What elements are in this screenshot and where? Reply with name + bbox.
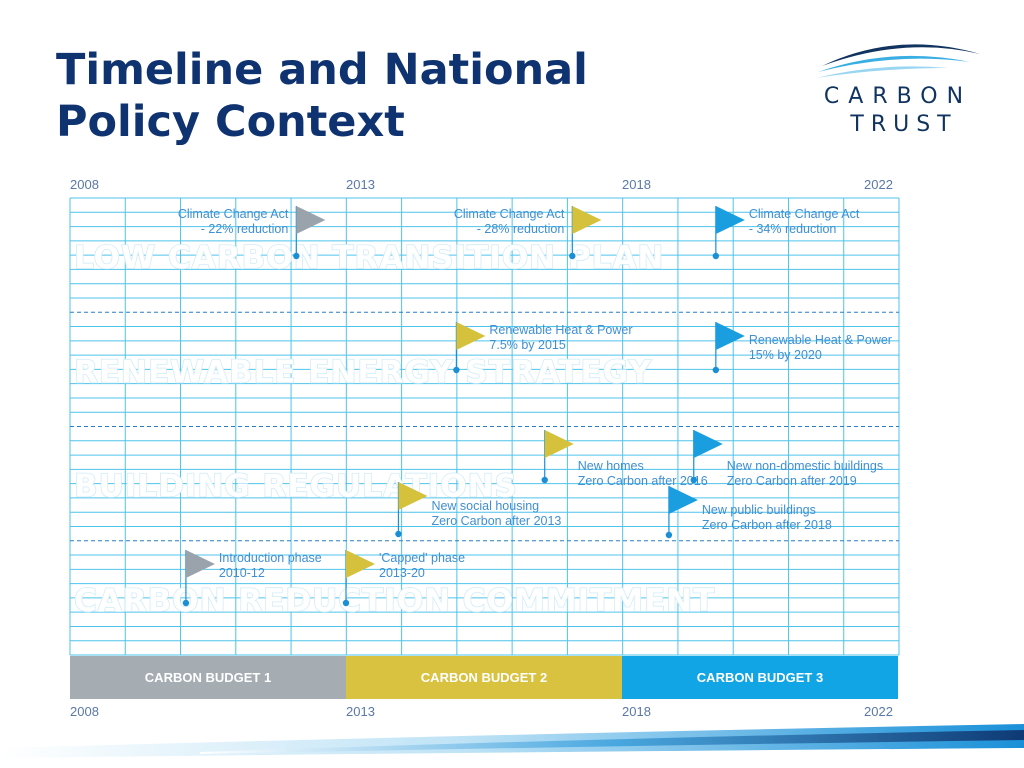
milestone-flag-icon	[456, 322, 486, 350]
milestone-label: Zero Carbon after 2019	[727, 474, 857, 488]
carbon-budget-label: CARBON BUDGET 1	[145, 670, 271, 685]
carbon-trust-logo: CARBON TRUST	[812, 32, 984, 142]
logo-arc-icon	[816, 44, 980, 78]
milestone-flag-icon	[668, 486, 698, 514]
milestone-pin	[395, 530, 402, 538]
carbon-budget-label: CARBON BUDGET 3	[697, 670, 823, 685]
milestone-label: Zero Carbon after 2016	[578, 474, 708, 488]
milestone-label: Climate Change Act	[454, 207, 565, 221]
milestone-flag-icon	[398, 482, 428, 510]
milestone-label: Renewable Heat & Power	[749, 333, 892, 347]
bottom-year-label: 2022	[864, 704, 893, 719]
milestone-label: 7.5% by 2015	[489, 338, 565, 352]
milestone-flag-icon	[693, 430, 723, 458]
top-year-label: 2013	[346, 177, 375, 192]
milestone-label: Zero Carbon after 2018	[702, 518, 832, 532]
slide-title-line1: Timeline and National	[56, 45, 588, 95]
milestone-label: Renewable Heat & Power	[489, 323, 632, 337]
milestone-label: - 22% reduction	[201, 222, 289, 236]
bottom-year-label: 2008	[70, 704, 99, 719]
slide-title: Timeline and National Policy Context	[56, 44, 656, 148]
milestone-pin	[342, 599, 350, 607]
row-label: RENEWABLE ENERGY STRATEGY	[74, 354, 652, 390]
milestone-pin	[569, 252, 576, 260]
milestone-label: - 34% reduction	[749, 222, 837, 236]
milestone-label: Climate Change Act	[749, 207, 860, 221]
top-year-label: 2018	[622, 177, 651, 192]
milestone-flag-icon	[185, 550, 215, 578]
milestone-flag-icon	[572, 206, 602, 234]
carbon-budget-bar	[70, 656, 346, 699]
carbon-budget-bar	[622, 656, 898, 699]
milestone-flag-icon	[296, 206, 326, 234]
logo-text-trust: TRUST	[850, 112, 958, 137]
milestone-label: New public buildings	[702, 503, 816, 517]
bottom-swoosh-decoration	[0, 724, 1024, 768]
milestone-pin	[665, 531, 673, 539]
milestone-label: Climate Change Act	[178, 207, 289, 221]
milestone: Climate Change Act- 22% reduction	[178, 206, 326, 260]
milestone-label: Zero Carbon after 2013	[431, 514, 561, 528]
milestone-flag-icon	[715, 322, 745, 350]
milestone-label: New non-domestic buildings	[727, 459, 883, 473]
row-label: BUILDING REGULATIONS	[74, 469, 518, 505]
milestone-pin	[293, 252, 300, 260]
milestone-pin	[453, 366, 460, 374]
milestone-pin	[690, 476, 697, 484]
row-label: CARBON REDUCTION COMMITMENT	[74, 583, 715, 619]
carbon-budget-label: CARBON BUDGET 2	[421, 670, 547, 685]
milestone-label: 2013-20	[379, 566, 425, 580]
carbon-budget-bar	[346, 656, 622, 699]
top-year-label: 2008	[70, 177, 99, 192]
milestone-label: Introduction phase	[219, 551, 322, 565]
milestone-label: 2010-12	[219, 566, 265, 580]
row-label: LOW CARBON TRANSITION PLAN	[74, 240, 664, 276]
bottom-year-label: 2018	[622, 704, 651, 719]
milestone-pin	[712, 252, 720, 260]
top-year-label: 2022	[864, 177, 893, 192]
milestone-flag-icon	[544, 430, 574, 458]
milestone-label: 15% by 2020	[749, 348, 822, 362]
milestone-pin	[182, 599, 190, 607]
milestone-label: 'Capped' phase	[379, 551, 465, 565]
milestone-flag-icon	[715, 206, 745, 234]
milestone: Climate Change Act- 34% reduction	[712, 206, 860, 260]
milestone-label: - 28% reduction	[477, 222, 565, 236]
milestone-pin	[541, 476, 548, 484]
milestone-label: New homes	[578, 459, 644, 473]
bottom-year-label: 2013	[346, 704, 375, 719]
milestone-label: New social housing	[431, 499, 539, 513]
slide-title-line2: Policy Context	[56, 97, 405, 147]
milestone-flag-icon	[346, 550, 375, 578]
logo-text-carbon: CARBON	[823, 84, 973, 109]
milestone: Climate Change Act- 28% reduction	[454, 206, 602, 260]
milestone-pin	[712, 366, 720, 374]
